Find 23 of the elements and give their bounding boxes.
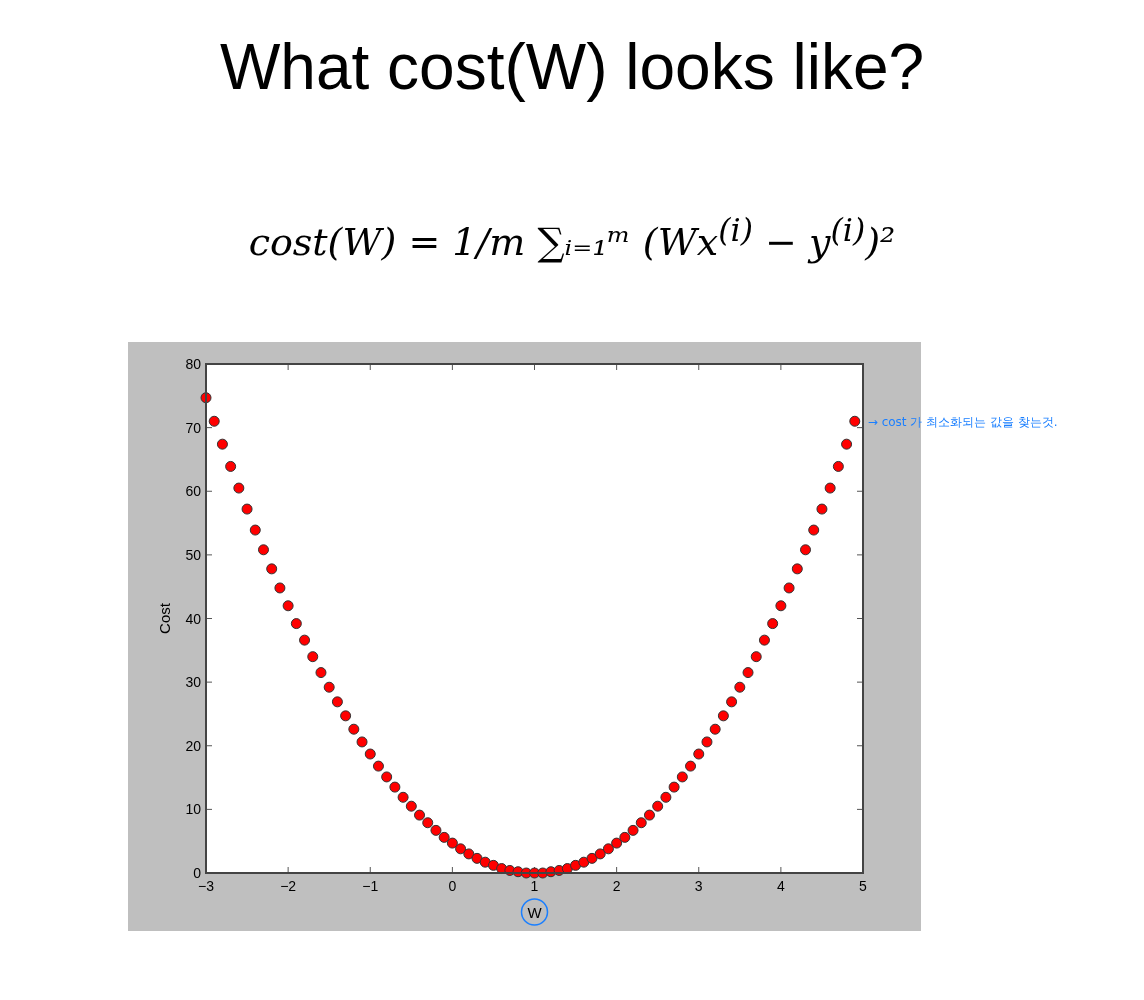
y-tick-label: 20	[185, 737, 202, 754]
x-tick-label: −2	[280, 878, 297, 894]
x-tick-label: −1	[362, 878, 379, 894]
chart-subtitle: cost(W) = 1/m ∑ᵢ₌₁ᵐ (Wx$^{(i)}$ − y$^{(i)}$)²	[247, 212, 897, 264]
x-tick-label: 4	[776, 878, 785, 894]
y-axis-title: Cost	[156, 602, 173, 634]
y-tick-label: 10	[185, 801, 202, 818]
x-tick-label: −3	[198, 878, 215, 894]
y-tick-label: 80	[185, 356, 202, 372]
y-tick-label: 0	[193, 865, 202, 881]
annotation: → cost 가 최소화되는 값을 찾는것.	[867, 415, 1058, 430]
x-tick-label: 3	[694, 878, 703, 894]
x-axis-title: W	[527, 904, 543, 921]
y-tick-label: 30	[185, 674, 202, 691]
y-tick-label: 60	[185, 483, 202, 500]
chart-title: What cost(W) looks like?	[218, 30, 926, 104]
x-tick-label: 0	[448, 878, 457, 894]
y-tick-label: 50	[185, 546, 202, 563]
x-tick-label: 1	[530, 878, 539, 894]
y-tick-label: 70	[185, 419, 202, 436]
x-tick-label: 5	[859, 878, 868, 894]
y-tick-label: 40	[185, 610, 202, 627]
x-tick-label: 2	[612, 878, 621, 894]
